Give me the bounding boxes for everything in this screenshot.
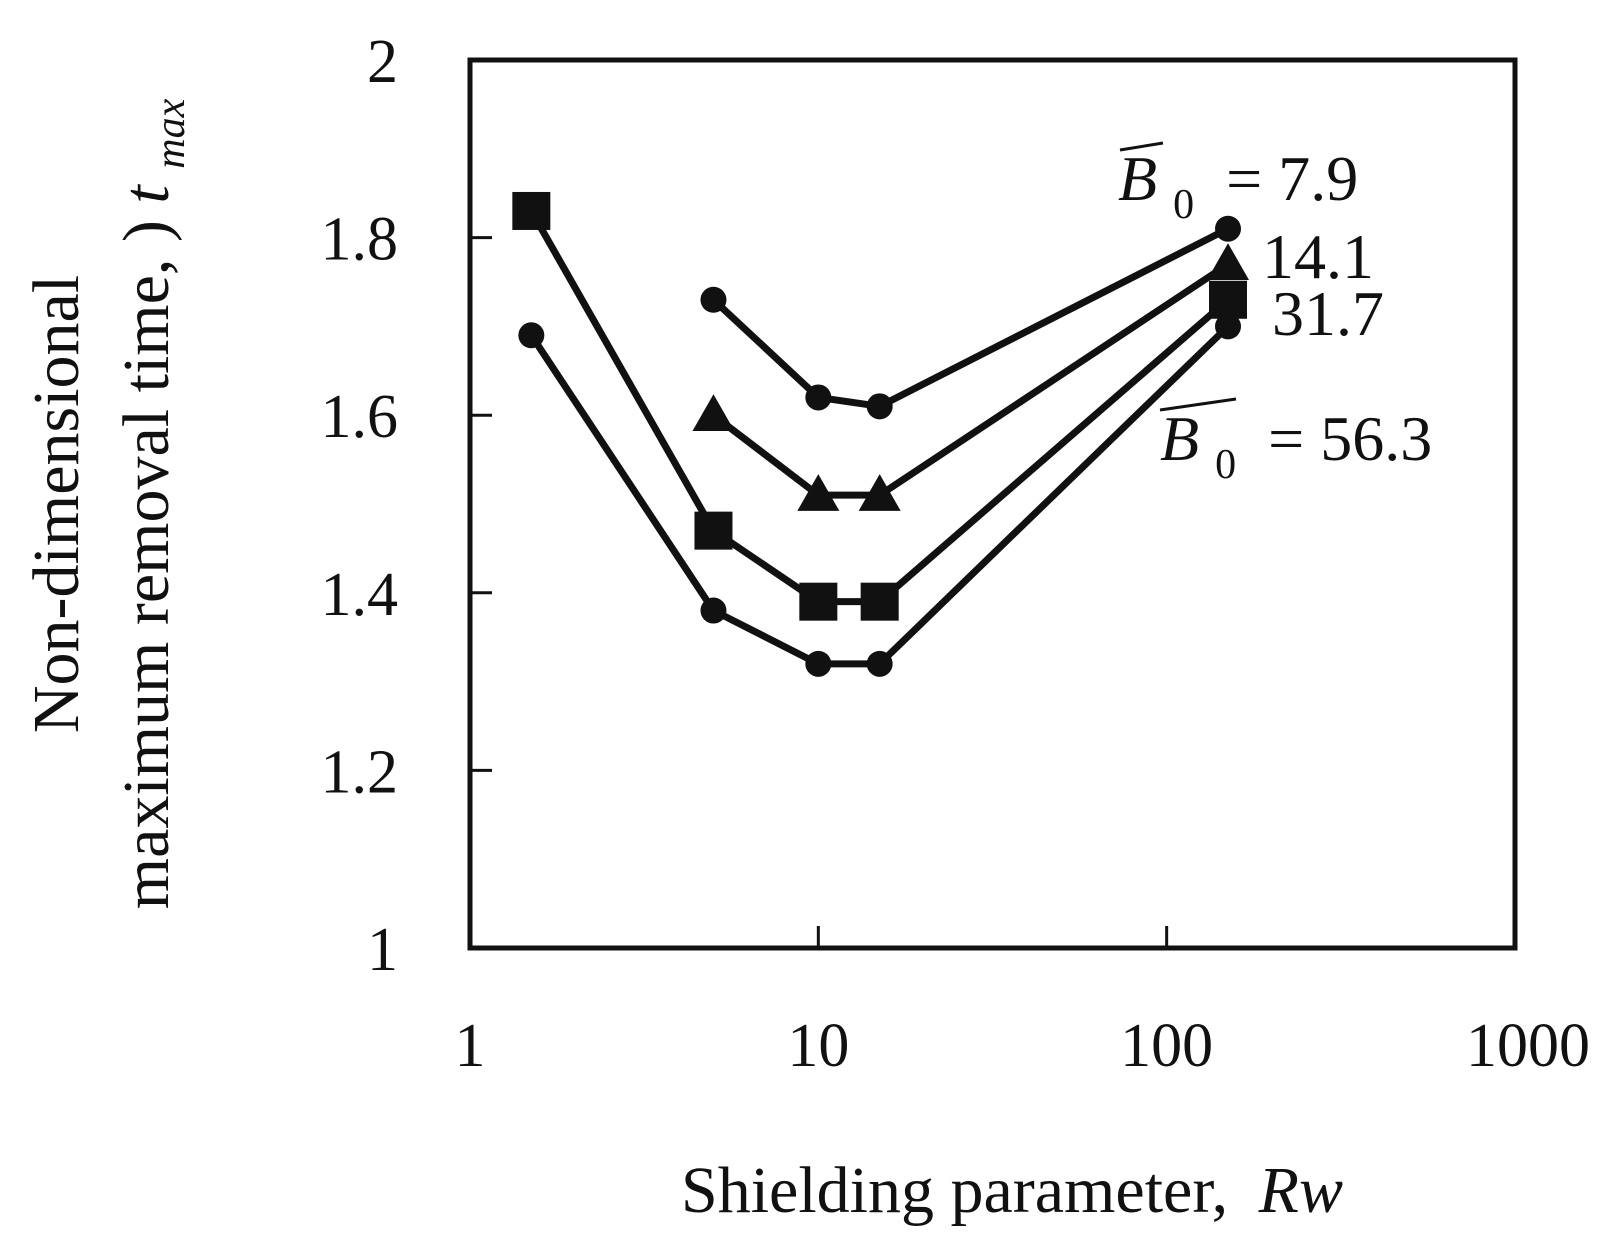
x-axis-title-text: Shielding parameter, [681, 1154, 1228, 1227]
annotation-top: B 0 = 7.9 [1118, 143, 1358, 232]
ticks-layer: 1 1.2 1.4 1.6 1.8 2 1 10 100 1000 [321, 28, 1591, 1080]
x-axis-title: Shielding parameter, Rw [681, 1154, 1343, 1227]
series-line-7.9 [711, 225, 1230, 410]
y-tick-label: 1.2 [321, 738, 399, 806]
x-tick-label: 100 [1120, 1012, 1213, 1080]
annotation-bottom-value: = 56.3 [1268, 403, 1432, 474]
data-point-14.1 [797, 474, 840, 511]
data-point-14.1 [858, 474, 901, 511]
data-point-31.7 [860, 582, 899, 621]
y-axis-title-var: t [110, 184, 183, 204]
data-point-56.3 [1215, 313, 1242, 340]
data-point-14.1 [1207, 243, 1250, 280]
svg-text:Non-dimensional: Non-dimensional [20, 275, 93, 733]
data-point-31.7 [694, 511, 733, 550]
data-point-56.3 [866, 650, 893, 677]
data-point-56.3 [518, 322, 545, 349]
data-point-7.9 [1215, 215, 1242, 242]
data-point-7.9 [866, 393, 893, 420]
y-axis-title-line2: maximum removal time, [110, 259, 183, 910]
data-point-31.7 [512, 191, 551, 230]
series-line-14.1 [711, 261, 1230, 499]
x-tick-label: 10 [787, 1012, 849, 1080]
annotation-14: 14.1 [1262, 221, 1374, 292]
svg-text:maximum removal time,: maximum removal time, ) t max [110, 98, 194, 909]
annotation-bottom-symbol: B [1160, 403, 1199, 474]
annotation-bottom-overbar [1159, 397, 1237, 412]
annotation-top-overbar [1119, 141, 1164, 152]
data-point-7.9 [805, 384, 832, 411]
y-axis-title: Non-dimensional maximum removal time, ) … [20, 98, 194, 909]
annotation-31: 31.7 [1272, 278, 1384, 349]
y-axis-title-line1: Non-dimensional [20, 275, 93, 733]
x-tick-label: 1000 [1466, 1012, 1590, 1080]
annotation-top-sub: 0 [1173, 182, 1194, 228]
y-tick-label: 1.4 [321, 561, 399, 629]
annotation-bottom-sub: 0 [1215, 442, 1236, 488]
y-axis-title-sub: max [148, 98, 194, 168]
data-point-56.3 [805, 650, 832, 677]
annotation-bottom: B 0 = 56.3 [1160, 403, 1432, 492]
y-tick-label: 2 [367, 28, 398, 96]
data-point-14.1 [692, 394, 735, 431]
series-layer [512, 191, 1250, 677]
data-point-31.7 [1209, 280, 1248, 319]
y-axis-title-bracket: ) [110, 220, 183, 242]
plot-frame [467, 57, 1518, 951]
data-point-7.9 [700, 286, 727, 313]
annotation-top-value: = 7.9 [1226, 143, 1358, 214]
data-point-31.7 [799, 582, 838, 621]
y-tick-label: 1.6 [321, 383, 399, 451]
x-tick-label: 1 [455, 1012, 486, 1080]
annotation-top-symbol: B [1118, 143, 1157, 214]
y-tick-label: 1.8 [321, 206, 399, 274]
y-tick-label: 1 [367, 916, 398, 984]
data-point-56.3 [700, 597, 727, 624]
x-axis-title-var: Rw [1258, 1154, 1343, 1227]
